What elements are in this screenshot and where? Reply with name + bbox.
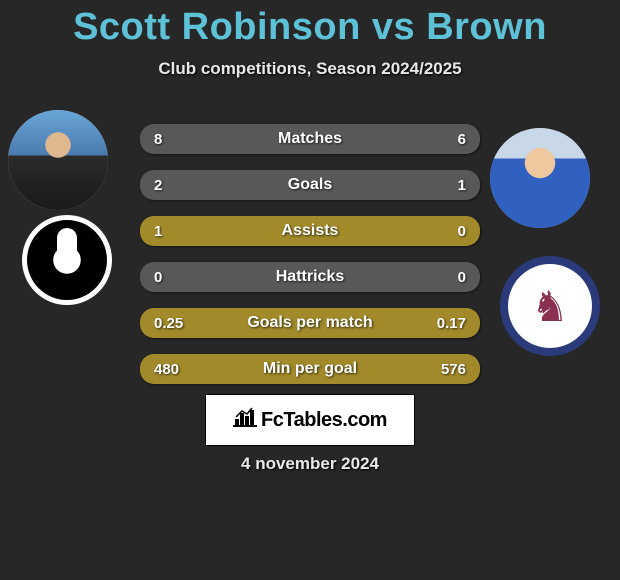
club-badge-right: ♞ — [500, 256, 600, 356]
stat-row-mpg: 480 Min per goal 576 — [140, 354, 480, 384]
thistle-icon — [43, 236, 91, 284]
stat-row-goals: 2 Goals 1 — [140, 170, 480, 200]
branding-text: FcTables.com — [261, 409, 387, 432]
branding-box[interactable]: FcTables.com — [205, 394, 415, 446]
subtitle: Club competitions, Season 2024/2025 — [0, 59, 620, 79]
chart-icon — [233, 407, 257, 433]
stat-right-val: 1 — [426, 177, 466, 194]
player-right-photo-inner — [490, 128, 590, 228]
player-right-photo — [490, 128, 590, 228]
player-left-photo — [8, 110, 108, 210]
stat-right-val: 0 — [426, 223, 466, 240]
page-title: Scott Robinson vs Brown — [0, 0, 620, 49]
stat-row-gpm: 0.25 Goals per match 0.17 — [140, 308, 480, 338]
date-text: 4 november 2024 — [0, 454, 620, 474]
club-badge-left — [22, 215, 112, 305]
player-left-photo-inner — [8, 110, 108, 210]
stat-right-val: 0.17 — [426, 315, 466, 332]
stat-row-matches: 8 Matches 6 — [140, 124, 480, 154]
stat-right-val: 6 — [426, 131, 466, 148]
stat-row-assists: 1 Assists 0 — [140, 216, 480, 246]
stats-container: 8 Matches 6 2 Goals 1 1 Assists 0 0 Hatt… — [140, 124, 480, 400]
stat-row-hattricks: 0 Hattricks 0 — [140, 262, 480, 292]
stat-right-val: 0 — [426, 269, 466, 286]
lion-icon: ♞ — [520, 276, 580, 336]
stat-right-val: 576 — [426, 361, 466, 378]
